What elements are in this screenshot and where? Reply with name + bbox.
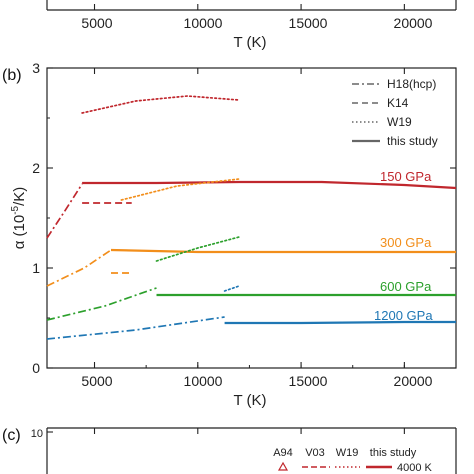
x-tick-label: 15000 — [289, 373, 328, 389]
top-panel: 5000 10000 15000 20000 T (K) — [46, 0, 457, 51]
series-line-solid-150gpa — [82, 180, 457, 190]
panel-c-legend-header-v03: V03 — [305, 447, 325, 459]
series-line-dashdot-1200gpa — [46, 316, 225, 340]
panel-b-label: (b) — [2, 67, 22, 84]
y-tick-label: 0 — [32, 360, 40, 376]
top-x-axis-label: T (K) — [233, 34, 266, 51]
series-line-dotted-300gpa — [155, 236, 240, 262]
panel-c-legend-row-label: 4000 K — [397, 462, 433, 474]
legend-label-w19: W19 — [387, 115, 412, 129]
x-tick-label: 10000 — [184, 373, 223, 389]
top-x-tick-label: 10000 — [184, 15, 223, 31]
panel-c-y-tick-label: 10 — [31, 428, 43, 440]
legend-label-k14: K14 — [387, 96, 409, 110]
x-tick-label: 20000 — [394, 373, 433, 389]
y-tick-label: 2 — [32, 160, 40, 176]
y-tick-label: 3 — [32, 60, 40, 76]
legend-label-h18: H18(hcp) — [387, 77, 436, 91]
series-line-dotted-150gpa — [120, 178, 240, 201]
legend-label-this-study: this study — [387, 134, 438, 148]
series-line-dashdot-300gpa — [46, 249, 112, 287]
y-axis-label: α (10-5/K) — [10, 187, 28, 250]
top-panel-x-ticks — [93, 4, 405, 10]
series-line-dotted-150gpa — [81, 95, 240, 114]
series-line-dashdot-150gpa — [46, 183, 83, 239]
x-tick-label: 5000 — [81, 373, 112, 389]
pressure-label-600: 600 GPa — [380, 279, 432, 294]
series-line-dotted-600gpa — [223, 285, 240, 292]
panel-b: (b) 0 1 2 3 5000 10000 15000 20000 T (K)… — [2, 60, 457, 409]
y-tick-label: 1 — [32, 260, 40, 276]
x-axis-label: T (K) — [233, 392, 266, 409]
panel-b-ticks — [47, 67, 457, 369]
top-x-tick-label: 5000 — [81, 15, 112, 31]
triangle-marker-icon — [277, 461, 289, 471]
top-x-tick-label: 20000 — [394, 15, 433, 31]
pressure-label-1200: 1200 GPa — [374, 308, 433, 323]
pressure-label-150: 150 GPa — [380, 169, 432, 184]
legend: H18(hcp) K14 W19 this study — [352, 77, 438, 148]
panel-c-label: (c) — [2, 427, 21, 444]
series-line-dashdot-600gpa — [46, 287, 157, 321]
panel-c: (c) 10 A94 V03 W19 this study 4000 K — [2, 427, 457, 474]
series-line-solid-1200gpa — [224, 320, 456, 325]
top-x-tick-label: 15000 — [289, 15, 328, 31]
panel-c-legend-header-a94: A94 — [273, 447, 293, 459]
panel-c-ticks — [47, 428, 405, 434]
series-layer — [46, 95, 457, 340]
series-line-solid-300gpa — [110, 248, 456, 254]
panel-c-legend-header-this-study: this study — [370, 447, 417, 459]
panel-c-legend-header-w19: W19 — [336, 447, 359, 459]
pressure-label-300: 300 GPa — [380, 235, 432, 250]
